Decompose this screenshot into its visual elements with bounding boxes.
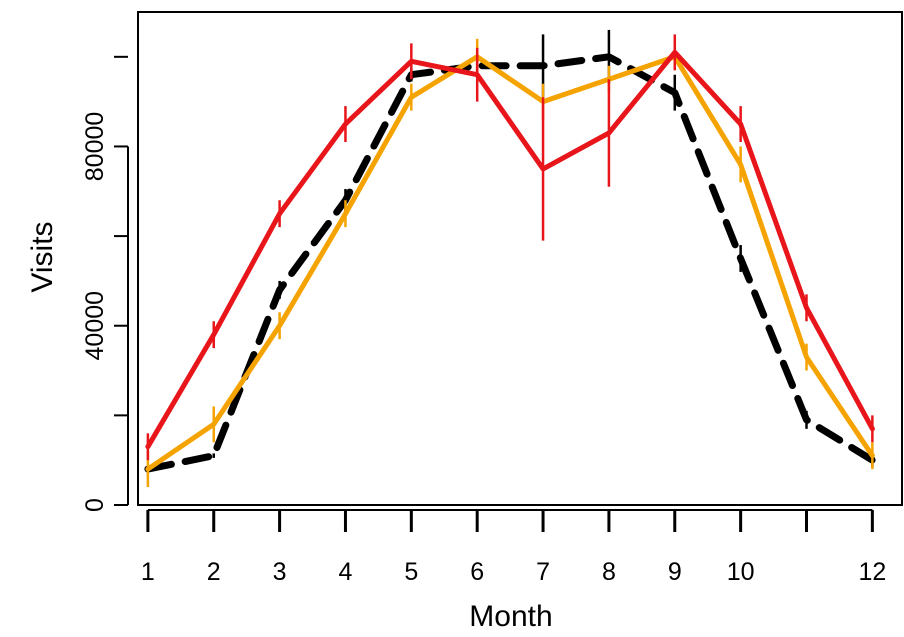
series-line [144, 53, 876, 473]
series-line [145, 49, 875, 450]
x-axis-title: Month [469, 600, 552, 633]
y-axis-title: Visits [26, 221, 59, 292]
series-2 [145, 34, 875, 461]
series-0 [144, 29, 876, 473]
y-tick-label: 40000 [81, 291, 109, 361]
x-tick-label: 5 [404, 558, 418, 586]
x-tick-label: 10 [727, 558, 755, 586]
y-tick-label: 0 [81, 498, 109, 512]
x-tick-label: 3 [273, 558, 287, 586]
x-tick-label: 6 [470, 558, 484, 586]
x-tick-label: 1 [141, 558, 155, 586]
x-tick-label: 4 [339, 558, 353, 586]
y-axis: 0 40000 80000 [81, 55, 129, 512]
x-tick-label: 8 [602, 558, 616, 586]
series-1 [145, 38, 875, 488]
plot-frame [137, 11, 903, 506]
x-tick-label: 7 [536, 558, 550, 586]
series-layer [144, 29, 876, 488]
x-tick-label: 2 [207, 558, 221, 586]
series-line [145, 54, 875, 472]
y-tick-label: 80000 [81, 112, 109, 182]
x-axis: 1 2 3 4 5 6 7 8 9 10 12 [141, 509, 886, 586]
x-tick-label: 9 [668, 558, 682, 586]
x-tick-label: 12 [858, 558, 886, 586]
